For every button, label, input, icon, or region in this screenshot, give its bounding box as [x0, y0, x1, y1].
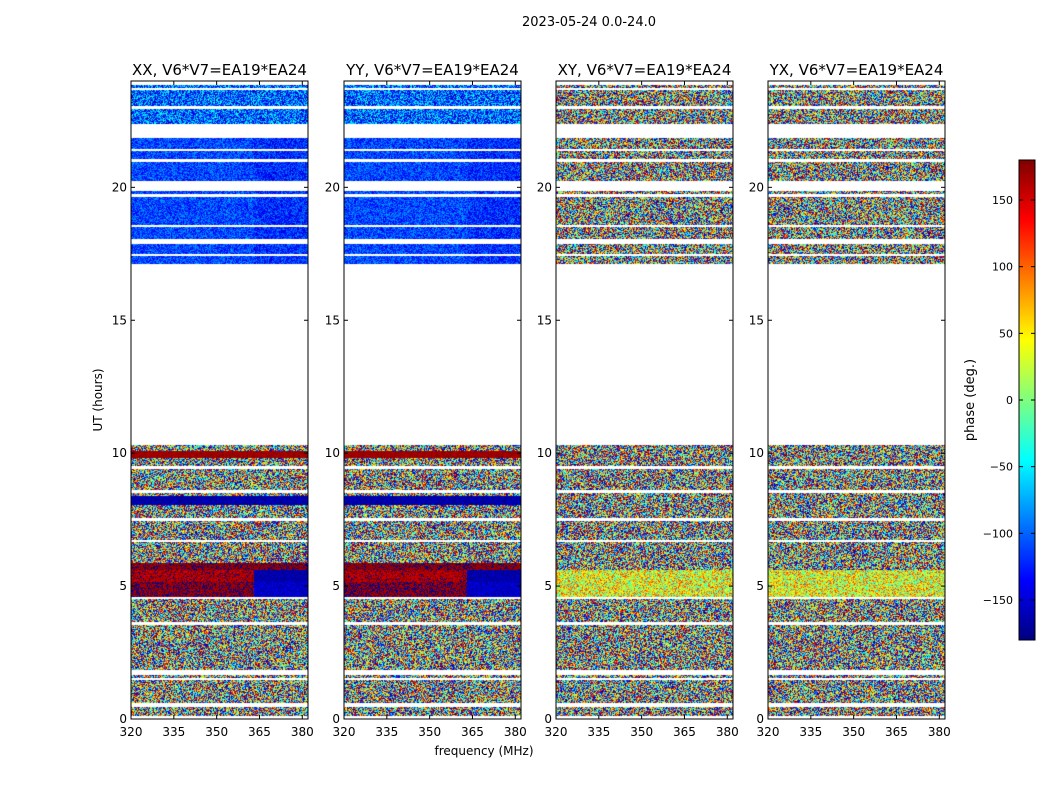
panel-3: XY, V6*V7=EA19*EA24 320 335 350 365 380 0 5 10 15… [537, 61, 739, 739]
colorbar-tick-label: 100 [992, 261, 1013, 274]
y-tick-label: 20 [112, 180, 127, 194]
y-tick-label: 5 [119, 579, 127, 593]
colorbar-tick-label: 0 [1006, 394, 1013, 407]
x-tick-label: 350 [630, 725, 653, 739]
x-tick-label: 320 [545, 725, 568, 739]
y-tick-label: 10 [749, 446, 764, 460]
y-tick-label: 0 [119, 712, 127, 726]
panel-title: XX, V6*V7=EA19*EA24 [132, 61, 307, 79]
x-tick-label: 350 [418, 725, 441, 739]
panel-4: YX, V6*V7=EA19*EA24 320 335 350 365 380 0 5 10 15… [749, 61, 951, 739]
y-tick-label: 20 [749, 180, 764, 194]
colorbar-tick-label: −150 [983, 594, 1013, 607]
panel-title: XY, V6*V7=EA19*EA24 [558, 61, 732, 79]
figure-suptitle: 2023-05-24 0.0-24.0 [522, 15, 656, 30]
x-tick-label: 320 [333, 725, 356, 739]
x-axis-label: frequency (MHz) [434, 744, 533, 758]
x-tick-label: 380 [928, 725, 951, 739]
panels: XX, V6*V7=EA19*EA24 320 335 350 365 380 0 5 10 15… [91, 61, 951, 758]
y-tick-label: 10 [325, 446, 340, 460]
axes-frame [343, 80, 522, 720]
y-tick-label: 5 [332, 579, 340, 593]
colorbar-tick-label: 50 [999, 327, 1013, 340]
x-tick-label: 350 [205, 725, 228, 739]
colorbar-tick-label: −100 [983, 527, 1013, 540]
y-axis-label: UT (hours) [91, 368, 105, 431]
x-tick-label: 335 [162, 725, 185, 739]
x-tick-label: 380 [716, 725, 739, 739]
y-tick-label: 10 [112, 446, 127, 460]
y-tick-label: 20 [537, 180, 552, 194]
y-tick-label: 15 [537, 313, 552, 327]
panel-title: YY, V6*V7=EA19*EA24 [345, 61, 519, 79]
x-tick-label: 365 [248, 725, 271, 739]
x-tick-label: 335 [587, 725, 610, 739]
y-tick-label: 15 [325, 313, 340, 327]
panel-title: YX, V6*V7=EA19*EA24 [769, 61, 944, 79]
axes-frame [130, 80, 309, 720]
y-tick-label: 0 [332, 712, 340, 726]
x-tick-label: 350 [842, 725, 865, 739]
colorbar-tick-label: −50 [990, 461, 1013, 474]
x-tick-label: 335 [799, 725, 822, 739]
y-tick-label: 15 [112, 313, 127, 327]
panel-1: XX, V6*V7=EA19*EA24 320 335 350 365 380 0 5 10 15… [91, 61, 314, 739]
x-tick-label: 365 [673, 725, 696, 739]
heatmap-image [768, 81, 945, 719]
heatmap-image [556, 81, 733, 719]
x-tick-label: 380 [504, 725, 527, 739]
panel-2: YY, V6*V7=EA19*EA24 320 335 350 365 380 0 5 10 15… [325, 61, 534, 758]
y-tick-label: 0 [544, 712, 552, 726]
y-tick-label: 5 [756, 579, 764, 593]
colorbar-ticks: −150 −100 −50 0 50 100 150 [983, 194, 1035, 607]
x-tick-label: 320 [757, 725, 780, 739]
y-tick-label: 5 [544, 579, 552, 593]
y-tick-label: 0 [756, 712, 764, 726]
axes-frame [767, 80, 946, 720]
colorbar: −150 −100 −50 0 50 100 150 phase (deg.) [963, 159, 1036, 641]
heatmap-image [131, 81, 308, 719]
x-tick-label: 380 [291, 725, 314, 739]
x-tick-label: 335 [375, 725, 398, 739]
x-tick-label: 365 [461, 725, 484, 739]
heatmap-image [344, 81, 521, 719]
colorbar-label: phase (deg.) [963, 359, 978, 441]
y-tick-label: 15 [749, 313, 764, 327]
x-tick-label: 365 [885, 725, 908, 739]
x-tick-label: 320 [120, 725, 143, 739]
axes-frame [555, 80, 734, 720]
y-tick-label: 20 [325, 180, 340, 194]
y-tick-label: 10 [537, 446, 552, 460]
colorbar-tick-label: 150 [992, 194, 1013, 207]
